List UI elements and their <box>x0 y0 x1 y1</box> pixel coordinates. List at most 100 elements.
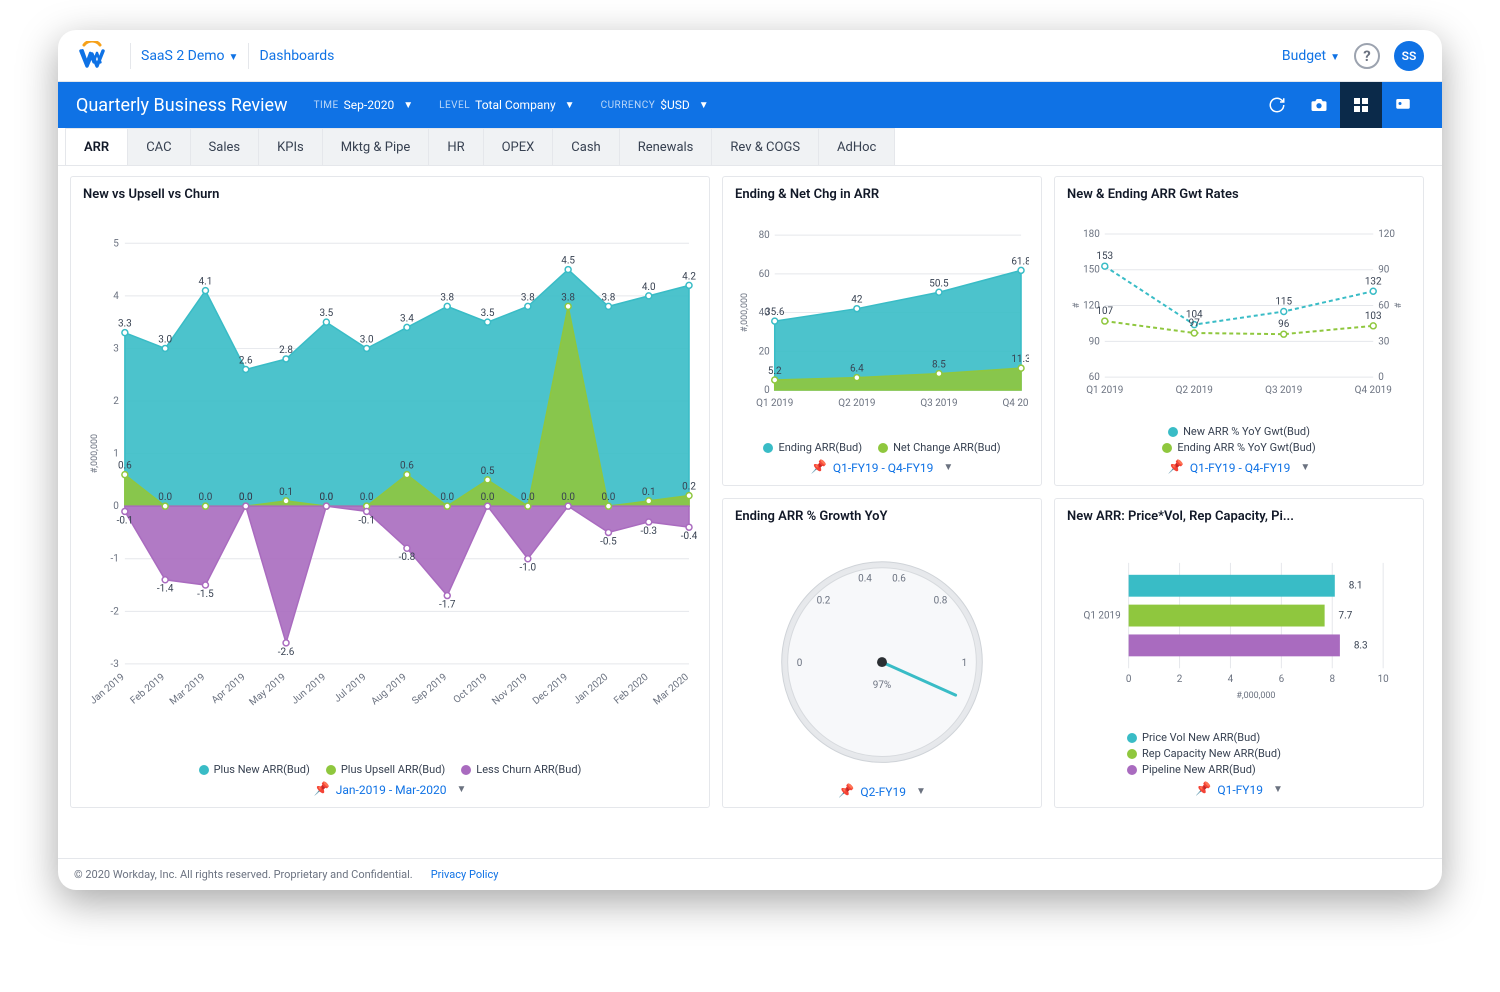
filter-time[interactable]: TIMESep-2020▼ <box>314 98 414 112</box>
svg-text:Aug 2019: Aug 2019 <box>369 672 409 708</box>
help-icon[interactable]: ? <box>1354 43 1380 69</box>
svg-text:4: 4 <box>1228 674 1234 685</box>
svg-text:90: 90 <box>1089 336 1101 347</box>
chevron-down-icon: ▼ <box>699 100 709 111</box>
legend-item: Less Churn ARR(Bud) <box>461 763 581 776</box>
svg-text:-1: -1 <box>111 554 119 565</box>
tab-arr[interactable]: ARR <box>65 128 128 165</box>
workday-logo[interactable] <box>76 40 108 72</box>
svg-text:Q1 2019: Q1 2019 <box>1086 385 1123 396</box>
tab-bar: ARRCACSalesKPIsMktg & PipeHROPEXCashRene… <box>58 128 1442 166</box>
svg-text:3.0: 3.0 <box>158 334 172 345</box>
svg-text:0.0: 0.0 <box>440 492 454 503</box>
legend-item: Price Vol New ARR(Bud) <box>1127 731 1260 744</box>
svg-text:0: 0 <box>764 385 770 396</box>
app-selector[interactable]: SaaS 2 Demo▼ <box>141 48 238 64</box>
svg-text:-3: -3 <box>111 659 119 670</box>
svg-text:4.5: 4.5 <box>561 256 575 267</box>
svg-text:#,000,000: #,000,000 <box>90 434 100 473</box>
svg-text:180: 180 <box>1083 229 1100 240</box>
chevron-down-icon: ▼ <box>943 462 953 473</box>
tab-mktg-pipe[interactable]: Mktg & Pipe <box>322 128 430 165</box>
svg-text:Jul 2019: Jul 2019 <box>332 672 368 705</box>
card-growth-gauge: Ending ARR % Growth YoY 00.20.40.60.8197… <box>722 498 1042 808</box>
card-gwt-rates: New & Ending ARR Gwt Rates 6090120150180… <box>1054 176 1424 486</box>
range-selector[interactable]: 📌Q1-FY19 - Q4-FY19▼ <box>1067 460 1411 475</box>
tab-adhoc[interactable]: AdHoc <box>818 128 895 165</box>
svg-text:8.1: 8.1 <box>1349 581 1363 592</box>
tab-renewals[interactable]: Renewals <box>619 128 713 165</box>
chevron-down-icon: ▼ <box>916 786 926 797</box>
svg-text:#: # <box>1394 302 1404 308</box>
user-avatar[interactable]: SS <box>1394 41 1424 71</box>
chart-line: 60901201501800306090120##153104115132107… <box>1067 208 1411 419</box>
svg-text:0: 0 <box>797 658 803 669</box>
svg-text:60: 60 <box>1089 372 1101 383</box>
chevron-down-icon: ▼ <box>1273 784 1283 795</box>
pin-icon: 📌 <box>314 782 330 797</box>
pin-icon: 📌 <box>1195 782 1211 797</box>
svg-text:42: 42 <box>851 295 863 306</box>
svg-text:30: 30 <box>1378 336 1390 347</box>
budget-label: Budget <box>1282 48 1326 64</box>
tab-sales[interactable]: Sales <box>190 128 260 165</box>
app-window: SaaS 2 Demo▼ Dashboards Budget▼ ? SS Qua… <box>58 30 1442 890</box>
tab-hr[interactable]: HR <box>428 128 483 165</box>
filter-currency[interactable]: CURRENCY$USD▼ <box>601 98 709 112</box>
svg-text:2: 2 <box>1177 674 1183 685</box>
chevron-down-icon: ▼ <box>456 784 466 795</box>
range-selector[interactable]: 📌 Q1-FY19 ▼ <box>1067 782 1411 797</box>
tab-rev-cogs[interactable]: Rev & COGS <box>711 128 819 165</box>
range-selector[interactable]: 📌 Jan-2019 - Mar-2020 ▼ <box>83 782 697 797</box>
grid-view-button[interactable] <box>1340 82 1382 128</box>
card-title: New vs Upsell vs Churn <box>83 187 697 202</box>
svg-text:#,000,000: #,000,000 <box>1236 691 1275 701</box>
legend: Plus New ARR(Bud)Plus Upsell ARR(Bud)Les… <box>83 763 697 776</box>
svg-text:Jan 2020: Jan 2020 <box>572 671 611 706</box>
range-selector[interactable]: 📌Q2-FY19▼ <box>735 784 1029 799</box>
budget-dropdown[interactable]: Budget▼ <box>1282 48 1340 64</box>
legend: New ARR % YoY Gwt(Bud)Ending ARR % YoY G… <box>1067 425 1411 454</box>
present-button[interactable] <box>1382 82 1424 128</box>
card-title: Ending & Net Chg in ARR <box>735 187 1029 202</box>
svg-text:Q4 2019: Q4 2019 <box>1002 398 1029 409</box>
svg-text:0: 0 <box>113 501 119 512</box>
dashboard-grid: New vs Upsell vs Churn -3-2-1012345#,000… <box>58 166 1442 858</box>
filter-level[interactable]: LEVELTotal Company▼ <box>439 98 574 112</box>
svg-text:5: 5 <box>113 238 119 249</box>
footer: © 2020 Workday, Inc. All rights reserved… <box>58 858 1442 890</box>
legend-item: Plus New ARR(Bud) <box>199 763 310 776</box>
filter-value: Sep-2020 <box>344 98 395 112</box>
svg-text:Apr 2019: Apr 2019 <box>210 672 248 706</box>
range-text: Q1-FY19 <box>1217 783 1263 797</box>
range-text: Jan-2019 - Mar-2020 <box>336 783 447 797</box>
tab-cash[interactable]: Cash <box>552 128 619 165</box>
svg-text:60: 60 <box>759 269 771 280</box>
svg-text:Feb 2020: Feb 2020 <box>612 671 651 706</box>
tab-kpis[interactable]: KPIs <box>258 128 323 165</box>
privacy-link[interactable]: Privacy Policy <box>431 868 499 881</box>
legend-item: New ARR % YoY Gwt(Bud) <box>1168 425 1310 438</box>
svg-text:11.3: 11.3 <box>1011 354 1029 365</box>
svg-text:1: 1 <box>962 658 968 669</box>
divider <box>248 43 249 69</box>
tab-cac[interactable]: CAC <box>127 128 190 165</box>
card-ending-netchg: Ending & Net Chg in ARR 020406080#,000,0… <box>722 176 1042 486</box>
svg-text:60: 60 <box>1378 301 1390 312</box>
svg-text:#,000,000: #,000,000 <box>740 293 750 332</box>
card-new-upsell-churn: New vs Upsell vs Churn -3-2-1012345#,000… <box>70 176 710 808</box>
svg-text:Feb 2019: Feb 2019 <box>129 672 168 707</box>
divider <box>130 43 131 69</box>
svg-text:Q2 2019: Q2 2019 <box>838 398 875 409</box>
svg-text:132: 132 <box>1365 276 1382 287</box>
refresh-button[interactable] <box>1256 82 1298 128</box>
nav-dashboards[interactable]: Dashboards <box>259 48 334 64</box>
pin-icon: 📌 <box>811 460 827 475</box>
camera-button[interactable] <box>1298 82 1340 128</box>
svg-text:0: 0 <box>1126 674 1132 685</box>
legend-item: Pipeline New ARR(Bud) <box>1127 763 1256 776</box>
tab-opex[interactable]: OPEX <box>483 128 554 165</box>
chevron-down-icon: ▼ <box>403 100 413 111</box>
svg-text:3.5: 3.5 <box>319 308 333 319</box>
range-selector[interactable]: 📌Q1-FY19 - Q4-FY19▼ <box>735 460 1029 475</box>
